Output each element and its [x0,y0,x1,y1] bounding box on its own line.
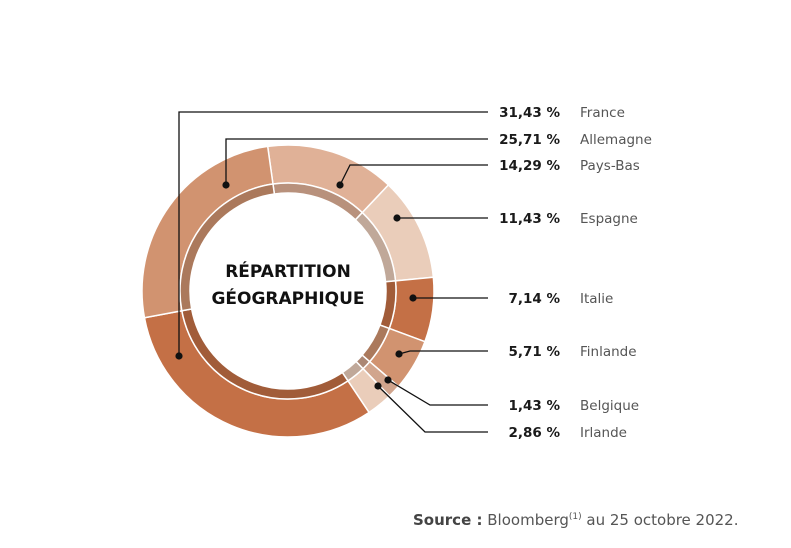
category-label-allemagne: Allemagne [580,132,652,148]
leader-line-france [178,111,488,356]
leader-dot-pays-bas [336,181,344,189]
source-footnote-ref: (1) [568,512,582,522]
chart-title-line-1: RÉPARTITION [225,260,351,282]
value-label-irlande: 2,86 % [508,425,560,441]
value-label-allemagne: 25,71 % [499,132,560,148]
slice-pays-bas [266,144,390,214]
leader-dot-allemagne [222,181,230,189]
leader-line-pays-bas [339,164,488,186]
donut-slices [141,144,435,438]
category-label-pays-bas: Pays-Bas [580,158,640,174]
leader-dot-irlande [374,382,382,390]
category-label-france: France [580,105,625,121]
leader-line-allemagne [225,138,488,185]
leader-dot-italie [409,294,417,302]
leader-line-finlande [398,350,488,355]
category-label-belgique: Belgique [580,398,639,414]
slice-france [143,309,371,438]
source-suffix: au 25 octobre 2022. [581,511,739,529]
value-label-italie: 7,14 % [508,291,560,307]
value-label-espagne: 11,43 % [499,211,560,227]
slice-inner-band-allemagne [179,183,276,312]
value-label-belgique: 1,43 % [508,398,560,414]
leader-dot-france [175,352,183,360]
leader-dot-finlande [395,350,403,358]
value-label-france: 31,43 % [499,105,560,121]
category-label-italie: Italie [580,291,613,307]
leader-lines [175,111,488,433]
leader-dot-espagne [393,214,401,222]
geographic-donut-chart: 31,43 % France 25,71 % Allemagne 14,29 % Pays… [141,105,652,441]
category-label-irlande: Irlande [580,425,627,441]
leader-dot-belgique [384,376,392,384]
source-note: Source : Bloomberg(1) au 25 octobre 2022… [413,511,739,529]
category-label-espagne: Espagne [580,211,638,227]
value-label-finlande: 5,71 % [508,344,560,360]
source-label: Source : [413,511,483,529]
legend-labels: 31,43 % France 25,71 % Allemagne 14,29 % Pays… [499,105,652,441]
leader-line-irlande [377,385,488,433]
category-label-finlande: Finlande [580,344,637,360]
leader-line-belgique [387,379,488,406]
chart-title-line-2: GÉOGRAPHIQUE [211,287,364,309]
value-label-pays-bas: 14,29 % [499,158,560,174]
source-text: Bloomberg [487,511,569,529]
